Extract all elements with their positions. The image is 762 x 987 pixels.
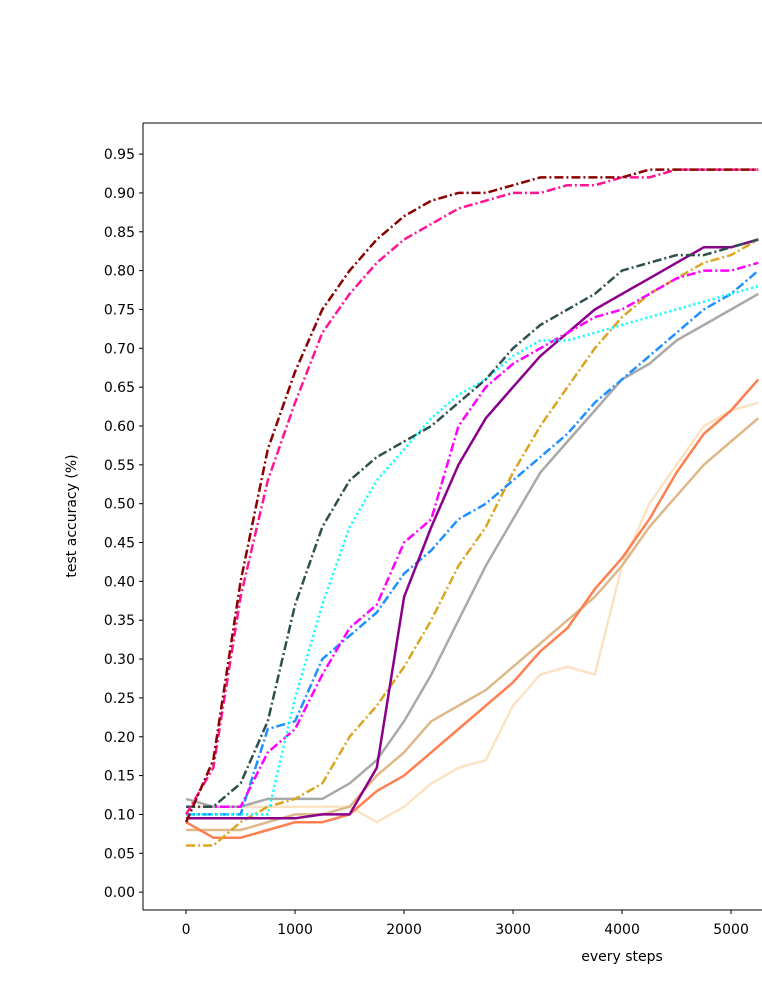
x-axis-label: every steps	[581, 949, 663, 965]
x-tick-label: 2000	[386, 922, 422, 938]
series-line	[185, 292, 759, 808]
series-line	[186, 401, 759, 824]
x-tick-label: 5000	[713, 922, 749, 938]
y-tick-label: 0.95	[104, 147, 135, 163]
x-tick-label: 4000	[604, 922, 640, 938]
y-tick-label: 0.00	[104, 885, 135, 901]
y-tick-label: 0.15	[104, 769, 135, 785]
series-line	[186, 284, 759, 816]
x-tick-label: 1000	[277, 922, 313, 938]
y-tick-label: 0.25	[104, 691, 135, 707]
y-tick-label: 0.20	[104, 730, 135, 746]
y-tick-label: 0.90	[104, 186, 135, 202]
y-tick-label: 0.75	[104, 302, 135, 318]
y-axis-label: test accuracy (%)	[64, 454, 80, 577]
y-tick-label: 0.65	[104, 380, 135, 396]
y-tick-label: 0.30	[104, 652, 135, 668]
y-tick-label: 0.60	[104, 419, 135, 435]
series-line	[186, 261, 759, 808]
series-line	[186, 238, 759, 820]
y-tick-label: 0.10	[104, 807, 135, 823]
y-tick-label: 0.80	[104, 264, 135, 280]
series-line	[186, 269, 760, 816]
series-line	[185, 378, 760, 839]
y-tick-label: 0.45	[104, 536, 135, 552]
y-tick-label: 0.85	[104, 225, 135, 241]
series-line	[185, 168, 759, 816]
series-line	[186, 238, 759, 808]
series-line	[186, 238, 759, 847]
y-tick-label: 0.35	[104, 613, 135, 629]
y-tick-label: 0.70	[104, 341, 135, 357]
y-tick-label: 0.50	[104, 497, 135, 513]
x-tick-label: 0	[182, 922, 191, 938]
series-line	[184, 168, 759, 823]
y-tick-label: 0.05	[104, 846, 135, 862]
y-tick-label: 0.40	[104, 574, 135, 590]
y-tick-label: 0.55	[104, 458, 135, 474]
x-tick-label: 3000	[495, 922, 531, 938]
